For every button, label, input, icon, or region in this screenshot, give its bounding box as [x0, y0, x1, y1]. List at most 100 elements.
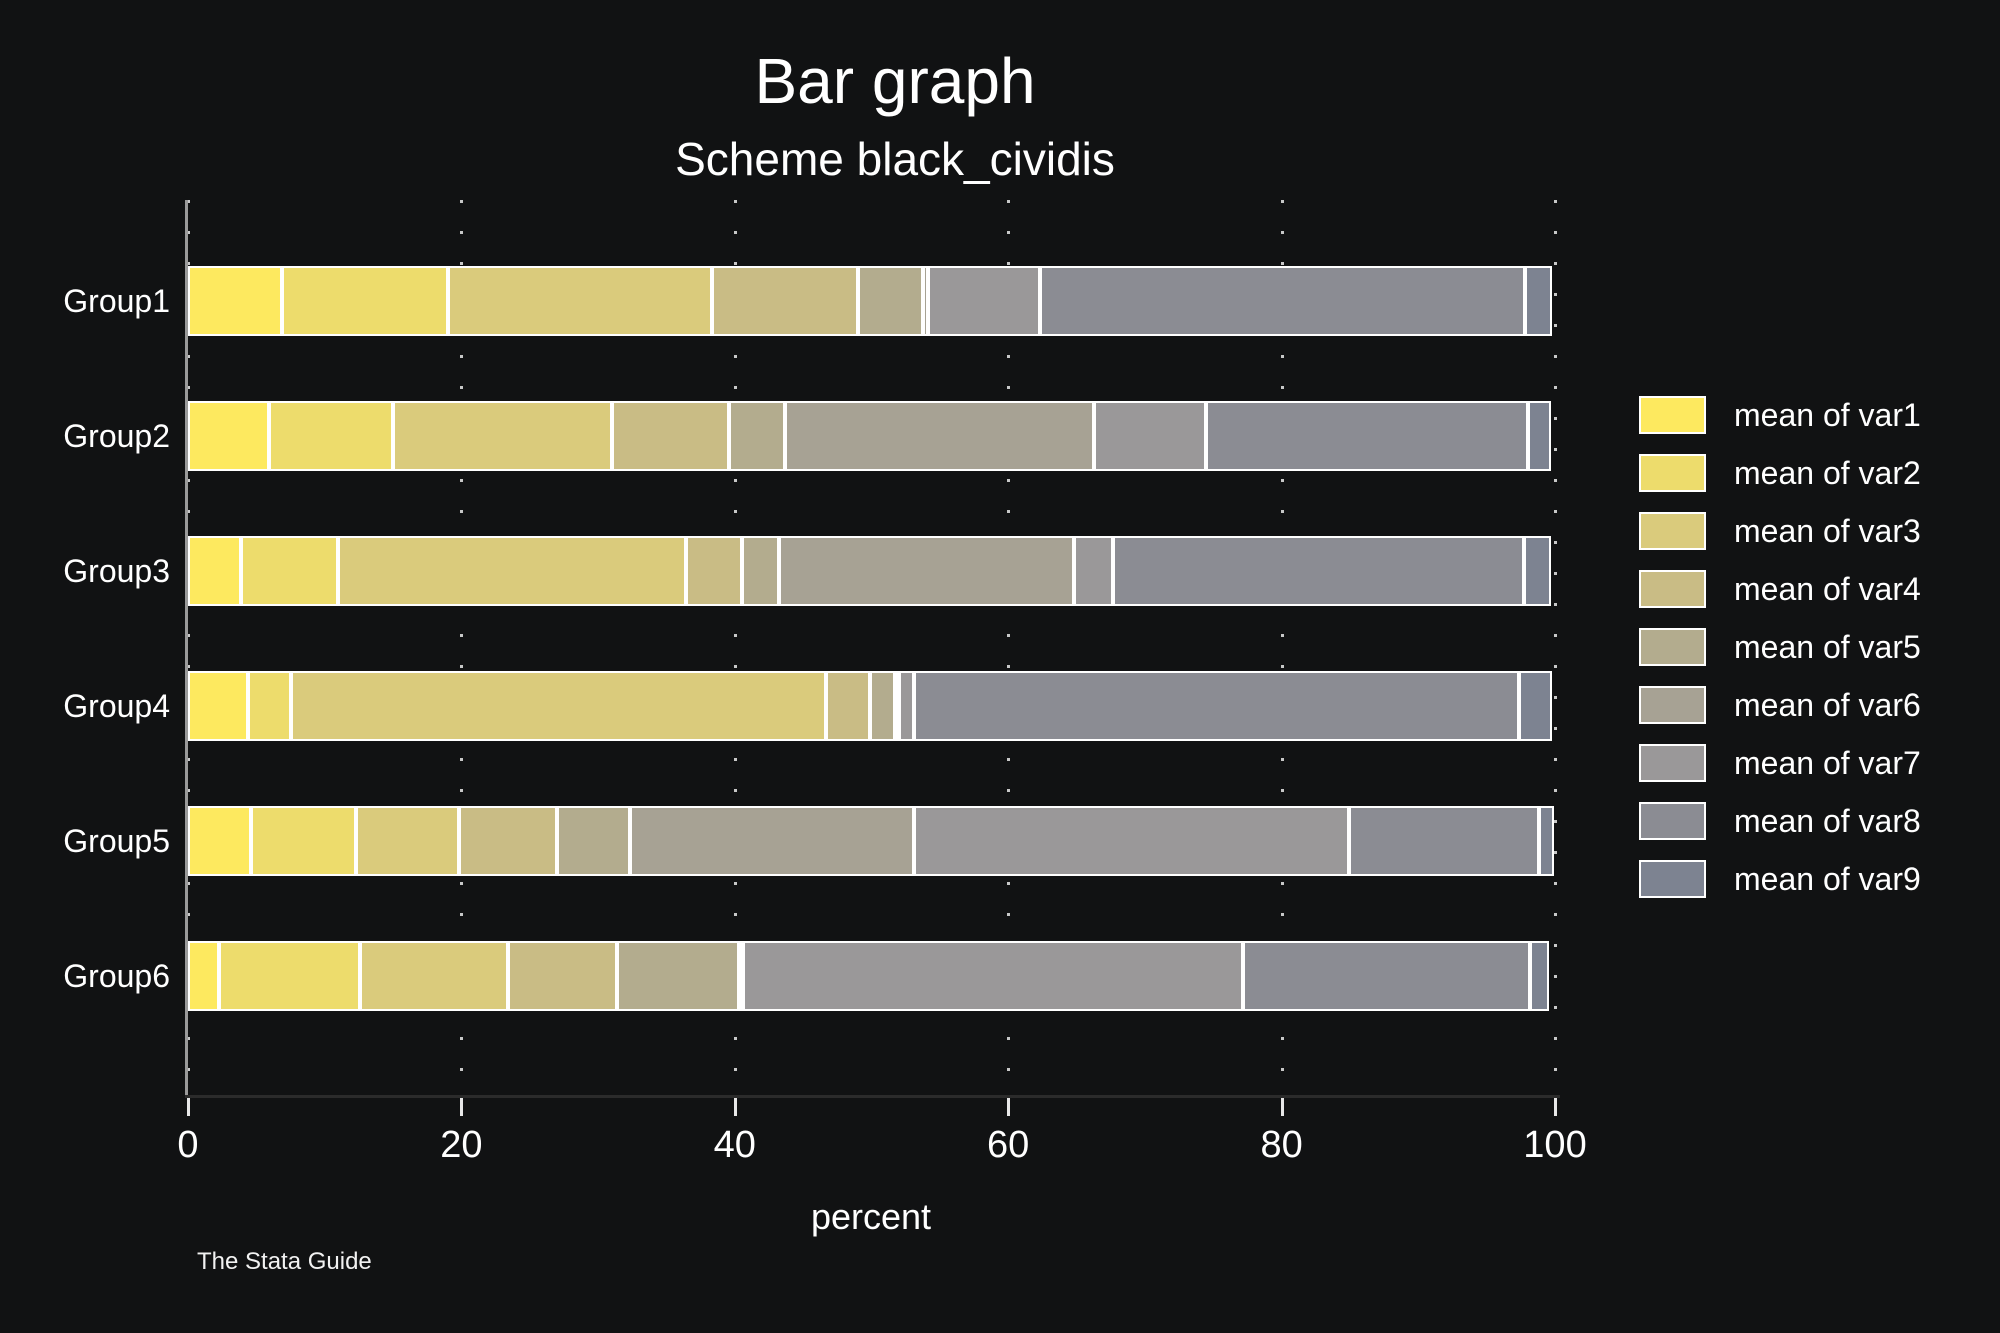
tick-label-60: 60 — [987, 1124, 1030, 1166]
bar-segment-var3-group3 — [338, 536, 686, 606]
bar-segment-var5-group1 — [857, 266, 924, 336]
tick-label-100: 100 — [1523, 1124, 1587, 1166]
tick-mark-80 — [1280, 1098, 1284, 1116]
bar-segment-var4-group5 — [458, 806, 558, 876]
tick-mark-60 — [1007, 1098, 1011, 1116]
tick-mark-20 — [460, 1098, 464, 1116]
gridline-40 — [733, 200, 737, 1097]
bar-segment-var9-group3 — [1523, 536, 1551, 606]
bar-segment-var7-group3 — [1073, 536, 1114, 606]
gridline-100 — [1554, 200, 1557, 1097]
bar-segment-var4-group4 — [826, 671, 871, 741]
bar-segment-var6-group2 — [785, 401, 1095, 471]
legend-label-var6: mean of var6 — [1734, 686, 1921, 723]
category-label-group1: Group1 — [63, 283, 170, 319]
legend-entry-var3: mean of var3 — [1639, 512, 1999, 550]
legend-label-var3: mean of var3 — [1734, 512, 1921, 549]
bar-segment-var5-group6 — [617, 941, 739, 1011]
legend-swatch-var3 — [1639, 512, 1706, 550]
bar-segment-var5-group4 — [870, 671, 895, 741]
bar-segment-var6-group5 — [629, 806, 914, 876]
category-label-group3: Group3 — [63, 553, 170, 589]
bar-segment-var7-group6 — [742, 941, 1244, 1011]
legend-swatch-var5 — [1639, 628, 1706, 666]
legend-entry-var1: mean of var1 — [1639, 396, 1999, 434]
category-label-group6: Group6 — [63, 958, 170, 994]
bar-segment-var9-group5 — [1538, 806, 1554, 876]
legend-entry-var8: mean of var8 — [1639, 802, 1999, 840]
category-label-group4: Group4 — [63, 688, 170, 724]
bar-segment-var7-group1 — [927, 266, 1040, 336]
bar-segment-var1-group1 — [188, 266, 283, 336]
bar-row-group4 — [188, 671, 1555, 741]
bar-segment-var4-group3 — [685, 536, 742, 606]
bar-row-group2 — [188, 401, 1555, 471]
legend-swatch-var2 — [1639, 454, 1706, 492]
legend-swatch-var4 — [1639, 570, 1706, 608]
bar-segment-var3-group1 — [447, 266, 712, 336]
legend-label-var9: mean of var9 — [1734, 860, 1921, 897]
bar-segment-var9-group6 — [1530, 941, 1550, 1011]
bar-segment-var4-group6 — [507, 941, 618, 1011]
chart-title: Bar graph — [754, 45, 1036, 117]
bar-segment-var5-group5 — [557, 806, 630, 876]
bar-segment-var9-group4 — [1519, 671, 1553, 741]
tick-label-20: 20 — [440, 1124, 483, 1166]
bar-segment-var3-group2 — [393, 401, 612, 471]
legend-label-var5: mean of var5 — [1734, 628, 1921, 665]
legend-swatch-var1 — [1639, 396, 1706, 434]
legend-label-var8: mean of var8 — [1734, 802, 1921, 839]
bar-segment-var1-group5 — [188, 806, 251, 876]
bar-segment-var6-group3 — [778, 536, 1074, 606]
bar-segment-var9-group2 — [1527, 401, 1551, 471]
legend-entry-var2: mean of var2 — [1639, 454, 1999, 492]
gridline-20 — [460, 200, 464, 1097]
legend-swatch-var9 — [1639, 860, 1706, 898]
legend: mean of var1 mean of var2 mean of var3 mean… — [1639, 396, 1999, 918]
bar-segment-var3-group4 — [290, 671, 827, 741]
chart-subtitle: Scheme black_cividis — [675, 133, 1115, 185]
tick-mark-40 — [733, 1098, 737, 1116]
tick-mark-100 — [1554, 1098, 1557, 1116]
bar-segment-var2-group1 — [282, 266, 448, 336]
legend-entry-var5: mean of var5 — [1639, 628, 1999, 666]
bar-segment-var8-group5 — [1348, 806, 1539, 876]
bar-segment-var3-group6 — [360, 941, 508, 1011]
bar-segment-var4-group2 — [611, 401, 730, 471]
bar-segment-var2-group2 — [268, 401, 394, 471]
bar-row-group5 — [188, 806, 1555, 876]
legend-entry-var9: mean of var9 — [1639, 860, 1999, 898]
legend-swatch-var6 — [1639, 686, 1706, 724]
bar-segment-var7-group2 — [1094, 401, 1207, 471]
bar-segment-var8-group3 — [1113, 536, 1524, 606]
legend-label-var7: mean of var7 — [1734, 744, 1921, 781]
footer-watermark: The Stata Guide — [197, 1248, 372, 1275]
bar-segment-var8-group2 — [1206, 401, 1528, 471]
bar-segment-var6-group6 — [738, 941, 743, 1011]
legend-label-var2: mean of var2 — [1734, 454, 1921, 491]
x-axis-title: percent — [810, 1196, 932, 1237]
y-axis-line — [185, 200, 188, 1098]
legend-swatch-var8 — [1639, 802, 1706, 840]
legend-label-var1: mean of var1 — [1734, 396, 1921, 433]
bar-segment-var1-group3 — [188, 536, 242, 606]
legend-swatch-var7 — [1639, 744, 1706, 782]
tick-label-0: 0 — [177, 1124, 199, 1166]
bar-segment-var2-group6 — [219, 941, 361, 1011]
bar-row-group1 — [188, 266, 1555, 336]
legend-label-var4: mean of var4 — [1734, 570, 1921, 607]
bar-segment-var8-group1 — [1039, 266, 1525, 336]
legend-entry-var4: mean of var4 — [1639, 570, 1999, 608]
category-label-group5: Group5 — [63, 823, 170, 859]
legend-entry-var6: mean of var6 — [1639, 686, 1999, 724]
gridline-0 — [187, 200, 190, 1097]
gridline-60 — [1007, 200, 1011, 1097]
tick-label-40: 40 — [713, 1124, 756, 1166]
bar-segment-var3-group5 — [356, 806, 459, 876]
legend-entry-var7: mean of var7 — [1639, 744, 1999, 782]
bar-segment-var5-group3 — [741, 536, 779, 606]
tick-label-80: 80 — [1260, 1124, 1303, 1166]
bar-row-group6 — [188, 941, 1555, 1011]
bar-segment-var1-group2 — [188, 401, 269, 471]
bar-row-group3 — [188, 536, 1555, 606]
